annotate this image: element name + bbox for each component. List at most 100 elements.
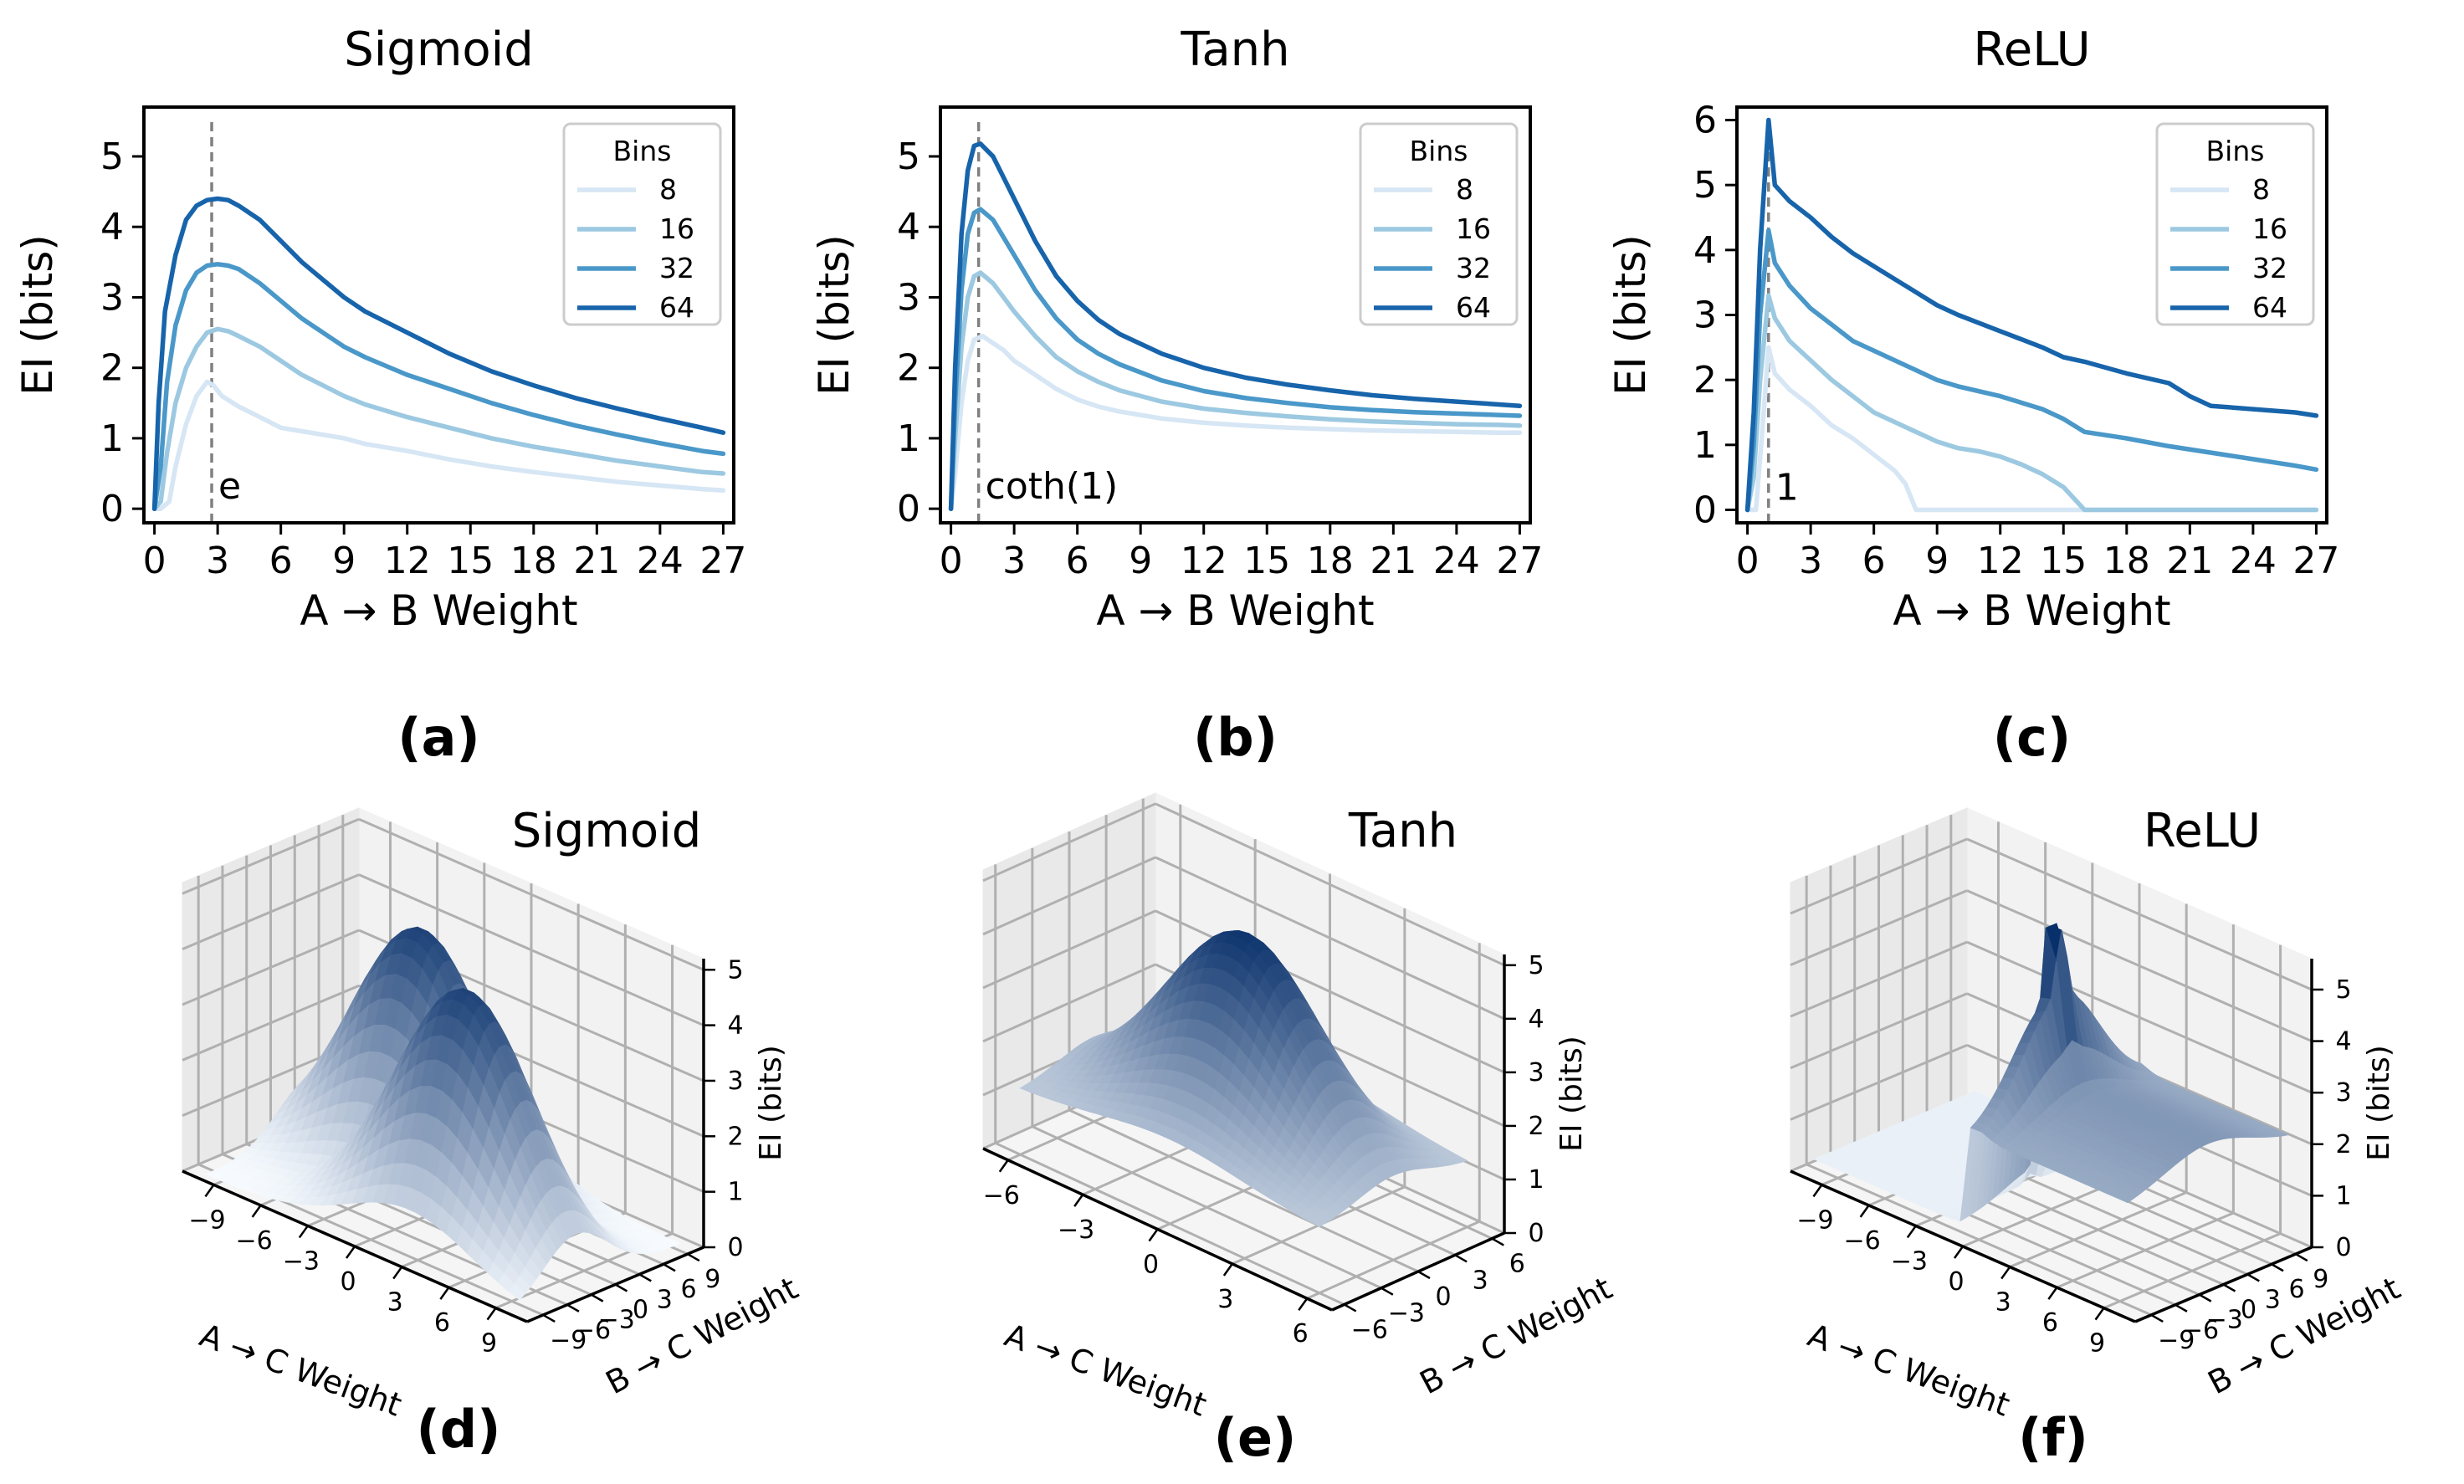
series-line-bins-64 [151,196,726,511]
x-axis-label: A → C Weight [1803,1317,2015,1424]
z-axis-label: EI (bits) [2362,1045,2396,1161]
x-tick-label: 27 [2292,540,2339,582]
y-tick-label: 1 [897,417,920,460]
y-tick-label: 9 [2313,1265,2328,1294]
y-tick-label: −3 [598,1306,635,1335]
x-tick-label: 3 [1217,1285,1233,1314]
y-tick-label: 0 [633,1296,648,1325]
y-tick-mark [614,1283,628,1292]
grid-line [1790,1044,1968,1121]
x-tick-label: 3 [1002,540,1026,582]
y-tick-label: −9 [550,1326,587,1355]
legend-entry-8: 8 [2252,173,2270,206]
series-line-bins-8 [151,379,726,511]
x-tick-mark [204,1184,215,1198]
x-tick-mark [2000,1266,2011,1280]
z-tick-label: 3 [1528,1058,1544,1087]
y-tick-mark [638,1273,652,1282]
legend-entry-16: 16 [2252,212,2287,245]
y-tick-label: 3 [1473,1266,1488,1295]
x-axis-label: A → B Weight [300,586,577,635]
x-axis-label: A → B Weight [1096,586,1374,635]
x-tick-label: 0 [1736,540,1760,582]
z-tick-label: 4 [2335,1027,2351,1057]
chart-title: Tanh [1180,23,1289,77]
x-tick-label: 24 [2230,540,2277,582]
y-tick-mark [2199,1293,2212,1302]
plot-frame [142,105,735,525]
grid-line [1966,889,2313,1042]
surface-facet [2116,1194,2134,1204]
legend: Bins 8 16 32 64 [1359,122,1519,326]
y-tick-mark [2246,1273,2260,1282]
y-tick-label: 6 [2288,1275,2304,1304]
plot-frame [939,105,1532,525]
grid-line [182,817,360,895]
grid-line [982,909,1156,990]
y-tick-label: 0 [2241,1296,2257,1325]
y-tick-label: 0 [100,488,124,530]
series-line-bins-16 [948,270,1523,511]
x-tick-label: 6 [269,540,293,582]
y-tick-label: 1 [100,417,124,460]
x-tick-label: 18 [510,540,557,582]
y-tick-label: 5 [100,136,124,178]
grid-line [182,984,360,1062]
x-tick-label: 18 [2103,540,2150,582]
y-tick-label: −3 [2206,1306,2243,1335]
z-tick-label: 4 [1528,1005,1544,1034]
x-tick-label: −3 [1058,1215,1094,1245]
series-line-bins-16 [151,326,726,511]
z-tick-label: 5 [727,955,743,985]
x-tick-label: 15 [1243,540,1290,582]
x-tick-label: 9 [2089,1329,2105,1359]
grid-line [1790,889,1968,966]
panel-label: (a) [397,707,480,768]
grid-line [182,873,360,950]
y-tick-mark [1454,1254,1468,1263]
x-tick-mark [392,1266,403,1280]
x-tick-label: 0 [1948,1267,1964,1297]
x-tick-label: 0 [1143,1251,1159,1280]
x-tick-label: 21 [573,540,620,582]
series-line-bins-64 [1744,117,2319,513]
x-tick-label: 9 [332,540,356,582]
x-tick-label: 9 [1129,540,1152,582]
y-axis-label: EI (bits) [13,234,62,396]
panel-label: (c) [1993,707,2071,768]
x-tick-label: 27 [1496,540,1543,582]
x-tick-mark [486,1307,497,1321]
x-tick-mark [298,1225,309,1239]
x-tick-label: 15 [2040,540,2087,582]
x-tick-mark [1953,1246,1965,1259]
y-tick-label: 2 [897,347,920,390]
y-tick-mark [1491,1237,1504,1246]
legend-title: Bins [613,135,672,167]
y-tick-mark [2222,1283,2236,1292]
y-tick-mark [663,1263,676,1272]
x-tick-label: −6 [1844,1226,1881,1256]
x-tick-label: 6 [1862,540,1886,582]
x-tick-mark [1812,1184,1823,1198]
surface [1813,923,2290,1222]
x-tick-label: 18 [1307,540,1354,582]
y-tick-mark [566,1303,580,1313]
surface-facet [1309,1217,1325,1227]
y-axis-line [2134,1246,2313,1323]
x-axis-label: A → C Weight [1000,1317,1212,1424]
x-tick-mark [1298,1297,1309,1311]
x-tick-label: 3 [206,540,229,582]
series-line-bins-8 [1744,345,2319,513]
z-tick-label: 3 [2335,1078,2351,1108]
z-axis-label: EI (bits) [1555,1036,1589,1152]
y-tick-mark [2271,1263,2284,1272]
legend-entry-8: 8 [659,173,677,206]
y-axis-label: B → C Weight [600,1270,804,1402]
legend: Bins 8 16 32 64 [2155,122,2315,326]
surface [205,926,681,1301]
x-tick-label: 0 [940,540,963,582]
y-tick-mark [542,1313,556,1323]
